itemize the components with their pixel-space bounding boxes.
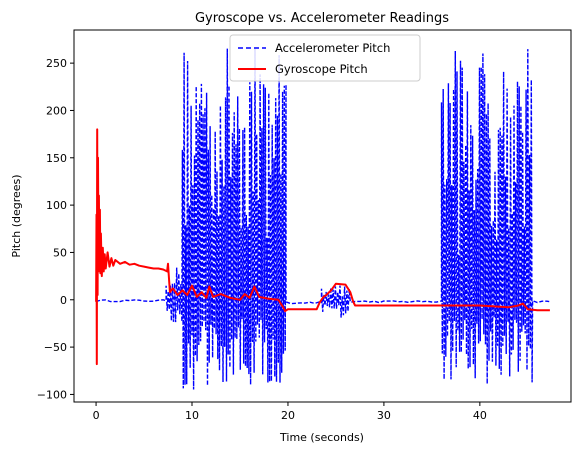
- x-tick-label: 30: [377, 409, 391, 422]
- legend-label-gyroscope: Gyroscope Pitch: [275, 62, 368, 76]
- legend-box: [229, 34, 421, 82]
- y-tick-label: 250: [46, 57, 67, 70]
- x-axis: 0 10 20 30 40: [93, 402, 487, 422]
- x-axis-label: Time (seconds): [279, 431, 364, 444]
- y-tick-label: 150: [46, 152, 67, 165]
- y-axis: −100 −50 0 50 100 150 200 250: [37, 57, 74, 401]
- plot-lines: [95, 48, 551, 390]
- plot-frame: [73, 29, 572, 403]
- x-tick-label: 40: [473, 409, 487, 422]
- y-tick-label: −50: [44, 341, 67, 354]
- y-tick-label: −100: [37, 388, 67, 401]
- x-tick-label: 20: [281, 409, 295, 422]
- series-gyroscope-pitch: [95, 128, 550, 366]
- legend: Accelerometer Pitch Gyroscope Pitch: [229, 34, 421, 82]
- y-tick-label: 50: [53, 246, 67, 259]
- y-axis-label: Pitch (degrees): [10, 174, 23, 257]
- x-tick-label: 10: [185, 409, 199, 422]
- y-tick-label: 100: [46, 199, 67, 212]
- y-tick-label: 0: [60, 294, 67, 307]
- series-accelerometer-pitch: [95, 48, 551, 390]
- legend-label-accelerometer: Accelerometer Pitch: [275, 41, 390, 55]
- chart-title: Gyroscope vs. Accelerometer Readings: [195, 11, 449, 26]
- y-tick-label: 200: [46, 104, 67, 117]
- x-tick-label: 0: [93, 409, 100, 422]
